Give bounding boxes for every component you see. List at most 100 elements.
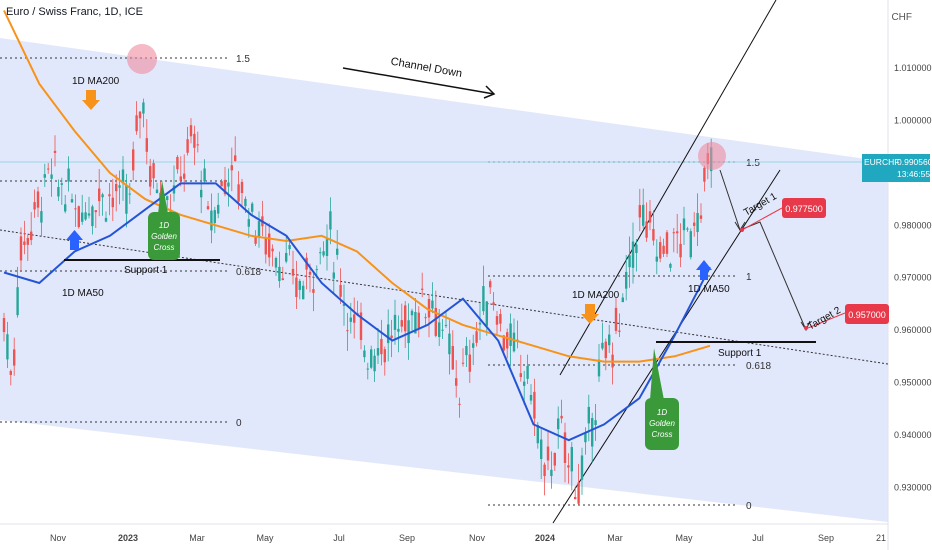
ma50-left-arrow: [66, 230, 83, 250]
x-tick-label: Mar: [607, 533, 623, 543]
candle-body: [247, 219, 250, 227]
candle-body: [101, 194, 104, 198]
candle-body: [274, 258, 278, 268]
time-axis[interactable]: Nov 2023 Mar May Jul Sep Nov 2024 Mar May Jul Sep 21: [50, 533, 886, 543]
candle-body: [339, 284, 342, 297]
candle-body: [444, 324, 448, 326]
candle-body: [393, 314, 397, 330]
svg-text:0.977500: 0.977500: [785, 204, 823, 214]
candle-body: [329, 211, 332, 230]
candle-body: [64, 204, 67, 212]
candle-body: [489, 281, 492, 288]
candle-body: [193, 133, 196, 148]
candle-body: [366, 368, 369, 370]
candle-body: [682, 218, 686, 231]
candle-body: [203, 168, 206, 182]
candle-body: [346, 330, 349, 332]
candle-body: [495, 316, 499, 325]
candle-body: [373, 355, 376, 372]
candle-body: [642, 204, 645, 226]
x-tick-label: Mar: [189, 533, 205, 543]
svg-text:0.990560: 0.990560: [897, 157, 932, 167]
candle-body: [298, 280, 301, 290]
candle-body: [40, 211, 43, 223]
candle-body: [186, 139, 189, 153]
candle-body: [240, 181, 244, 194]
candle-body: [166, 196, 169, 200]
candle-body: [536, 424, 539, 444]
candle-body: [288, 245, 291, 250]
candle-body: [434, 307, 437, 336]
price-tag: [862, 154, 930, 182]
candle-body: [104, 217, 108, 222]
candle-body: [621, 297, 624, 303]
channel-down-band: [0, 38, 888, 522]
candle-body: [424, 317, 427, 319]
fib-left: [0, 57, 228, 423]
candle-body: [376, 348, 380, 356]
golden-cross-right-pointer: [650, 348, 664, 400]
candle-body: [669, 263, 672, 268]
candle-body: [421, 288, 424, 290]
candle-body: [461, 362, 465, 364]
candle-body: [625, 271, 628, 289]
candle-body: [16, 287, 19, 316]
candle-body: [659, 242, 662, 259]
ma50-right-arrow: [696, 260, 712, 280]
candle-body: [70, 199, 74, 203]
candle-body: [57, 187, 60, 197]
candle-body: [410, 310, 414, 316]
candle-body: [648, 211, 652, 223]
candle-body: [13, 349, 16, 366]
candle-body: [210, 210, 213, 231]
candle-body: [509, 323, 512, 346]
candle-body: [383, 349, 386, 363]
candle-body: [638, 205, 641, 218]
y-tick-label: 0.950000: [894, 378, 932, 388]
top-marker-right: [698, 142, 726, 170]
candle-body: [19, 236, 23, 261]
candle-body: [597, 359, 601, 377]
candle-body: [111, 197, 114, 208]
candle-body: [312, 289, 315, 293]
candle-body: [570, 447, 573, 472]
price-axis[interactable]: 1.010000 1.000000 0.980000 0.970000 0.960000…: [894, 63, 932, 492]
candle-body: [492, 302, 495, 305]
x-tick-label: Nov: [469, 533, 486, 543]
svg-text:1D: 1D: [657, 408, 667, 417]
candle-body: [135, 115, 138, 132]
svg-text:EURCHF: EURCHF: [864, 157, 899, 167]
candle-body: [115, 183, 118, 192]
channel-down-label: Channel Down: [390, 56, 463, 80]
ma200-left-label: 1D MA200: [72, 76, 120, 87]
candle-body: [587, 406, 590, 424]
candle-body: [84, 212, 87, 220]
candle-body: [149, 166, 152, 187]
candle-body: [672, 232, 675, 234]
x-tick-label: Nov: [50, 533, 67, 543]
candle-body: [60, 183, 63, 185]
y-tick-label: 0.940000: [894, 430, 932, 440]
candle-body: [526, 365, 529, 379]
candle-body: [441, 329, 444, 331]
candle-body: [628, 255, 631, 268]
candle-body: [77, 206, 80, 228]
candle-body: [285, 253, 288, 262]
candle-body: [580, 455, 584, 480]
target-1-box: [782, 198, 826, 218]
candle-body: [319, 252, 322, 254]
candle-body: [679, 243, 682, 258]
candle-body: [703, 167, 706, 182]
candle-body: [390, 335, 393, 339]
x-tick-label: Jul: [333, 533, 345, 543]
candle-body: [438, 322, 441, 338]
candle-body: [47, 168, 50, 170]
candle-body: [557, 418, 560, 430]
candle-body: [234, 155, 237, 162]
candle-body: [665, 232, 669, 254]
candle-body: [594, 420, 597, 426]
x-tick-label: 21: [876, 533, 886, 543]
candle-body: [213, 210, 216, 224]
candle-body: [152, 163, 155, 179]
